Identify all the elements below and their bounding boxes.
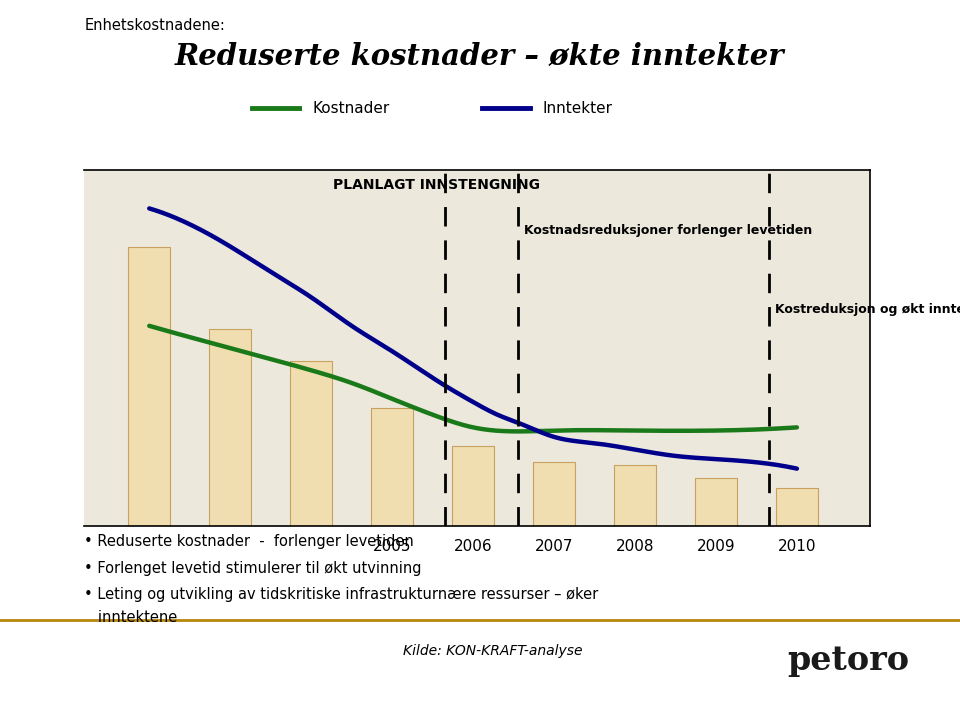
Bar (209, 329, 252, 526)
Bar (129, 247, 170, 526)
Bar (452, 447, 494, 526)
Text: petoro: petoro (787, 644, 909, 677)
Text: PLANLAGT INNSTENGNING: PLANLAGT INNSTENGNING (333, 177, 540, 191)
Text: Enhetskostnadene:: Enhetskostnadene: (84, 18, 226, 32)
Bar (533, 462, 575, 526)
Text: • Reduserte kostnader  -  forlenger levetiden: • Reduserte kostnader - forlenger leveti… (84, 534, 414, 549)
Text: Kostreduksjon og økt inntekt: Kostreduksjon og økt inntekt (775, 304, 960, 316)
Text: Reduserte kostnader – økte inntekter: Reduserte kostnader – økte inntekter (175, 42, 785, 71)
Bar (290, 361, 332, 526)
Text: Kostnadsreduksjoner forlenger levetiden: Kostnadsreduksjoner forlenger levetiden (524, 224, 812, 237)
Text: Kostnader: Kostnader (312, 101, 389, 116)
Bar (695, 478, 737, 526)
Text: • Forlenget levetid stimulerer til økt utvinning: • Forlenget levetid stimulerer til økt u… (84, 561, 422, 576)
Bar (614, 465, 656, 526)
Bar (372, 409, 413, 526)
Bar (776, 488, 818, 526)
Text: inntektene: inntektene (84, 610, 178, 625)
Text: Kilde: KON-KRAFT-analyse: Kilde: KON-KRAFT-analyse (403, 644, 583, 658)
Text: Inntekter: Inntekter (542, 101, 612, 116)
Text: • Leting og utvikling av tidskritiske infrastrukturnære ressurser – øker: • Leting og utvikling av tidskritiske in… (84, 587, 599, 602)
